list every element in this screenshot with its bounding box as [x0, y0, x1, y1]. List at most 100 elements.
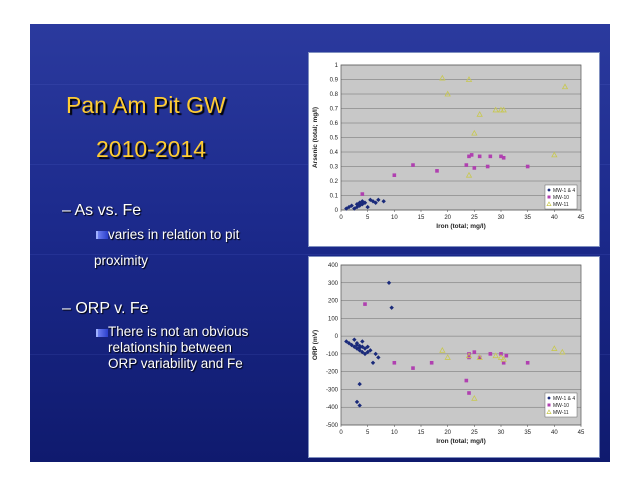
y-tick-label: 100	[328, 316, 339, 322]
x-tick-label: 10	[391, 215, 398, 221]
x-tick-label: 5	[366, 215, 370, 221]
data-point-square	[499, 352, 503, 356]
x-tick-label: 15	[418, 215, 425, 221]
data-point-square	[501, 360, 506, 365]
x-tick-label: 5	[366, 430, 370, 436]
data-point-square	[469, 153, 474, 157]
x-tick-label: 25	[471, 430, 478, 436]
y-tick-label: 0.6	[330, 121, 339, 127]
legend-label: MW-1 & 4	[553, 188, 575, 194]
data-point-triangle	[471, 395, 478, 401]
data-point-diamond	[354, 346, 360, 351]
x-tick-label: 20	[444, 430, 451, 436]
data-point-diamond	[360, 339, 365, 344]
bullet1-sub-line1: varies in relation to pit	[108, 227, 240, 242]
bullet1-sub-line2: proximity	[94, 253, 149, 268]
legend-marker-square	[547, 195, 551, 199]
y-tick-label: 0.3	[330, 165, 339, 171]
data-point-square	[504, 353, 509, 358]
legend-label: MW-11	[553, 410, 569, 416]
data-point-square	[363, 302, 367, 306]
data-point-diamond	[360, 344, 365, 349]
y-tick-label: 0.9	[330, 78, 339, 84]
data-point-triangle	[497, 354, 505, 360]
x-tick-label: 40	[551, 215, 558, 221]
y-tick-label: 0.7	[330, 107, 339, 113]
data-point-diamond	[346, 204, 352, 210]
chart-arsenic-vs-iron: 0 0.1 0.2 0.3 0.4 0.5 0.6 0.7 0.8 0.9 1 0 5 10 15 20 25 3…	[308, 52, 600, 247]
x-tick-label: 0	[339, 215, 343, 221]
y-tick-label: 0.4	[330, 150, 339, 156]
data-point-triangle	[559, 348, 566, 355]
x-tick-label: 25	[471, 215, 478, 221]
data-point-triangle	[439, 74, 446, 81]
data-point-triangle	[471, 129, 478, 136]
legend-marker-triangle	[546, 201, 552, 206]
data-point-square	[501, 156, 506, 160]
bullet-orp-vs-fe: – ORP v. Fe	[62, 300, 149, 317]
data-point-diamond	[357, 200, 362, 205]
x-tick-label: 40	[551, 430, 558, 436]
data-point-triangle	[465, 76, 473, 82]
data-point-triangle	[492, 352, 499, 359]
data-point-diamond	[373, 351, 378, 357]
data-point-square	[467, 154, 471, 159]
data-point-diamond	[376, 355, 381, 360]
data-point-diamond	[362, 346, 368, 351]
data-point-triangle	[444, 354, 451, 360]
data-point-square	[464, 163, 469, 167]
y-tick-label: -400	[326, 405, 339, 411]
legend-label: MW-1 & 4	[553, 396, 575, 402]
data-point-square	[477, 154, 482, 159]
slide-title-line2: 2010-2014	[96, 136, 206, 162]
y-tick-label: -200	[326, 370, 339, 376]
y-tick-label: 200	[328, 299, 339, 305]
data-point-triangle	[551, 151, 558, 158]
data-point-triangle	[444, 90, 451, 97]
data-point-diamond	[362, 200, 368, 205]
data-point-triangle	[561, 83, 569, 90]
legend-label: MW-11	[553, 202, 569, 208]
data-point-square	[488, 154, 493, 159]
data-point-square	[525, 164, 530, 169]
legend-marker-triangle	[546, 409, 552, 414]
data-point-diamond	[349, 203, 354, 208]
y-tick-label: 0.5	[330, 136, 339, 142]
y-tick-label: 0	[335, 334, 339, 340]
data-point-diamond	[368, 348, 373, 353]
legend-label: MW-10	[553, 403, 569, 409]
bullet2-sub-line1: There is not an obvious	[108, 324, 249, 339]
data-point-square	[485, 164, 490, 169]
data-point-triangle	[439, 347, 446, 353]
data-point-diamond	[349, 342, 354, 348]
x-axis-label: Iron (total; mg/l)	[436, 223, 485, 230]
data-point-square	[499, 154, 503, 159]
data-point-diamond	[381, 199, 386, 204]
data-point-diamond	[365, 344, 370, 349]
data-point-square	[411, 163, 415, 167]
data-point-diamond	[370, 360, 376, 365]
bullet-square-icon	[96, 231, 108, 239]
data-point-triangle	[500, 106, 507, 113]
data-point-square	[392, 360, 397, 365]
data-point-diamond	[360, 349, 365, 355]
y-tick-label: 0.2	[330, 179, 339, 185]
data-point-square	[392, 173, 397, 177]
chart-arsenic-svg: 00.10.20.30.40.50.60.70.80.910 5 10 15 20 25 3…	[312, 63, 585, 230]
x-tick-label: 45	[578, 215, 585, 221]
slide-title-line1: Pan Am Pit GW	[66, 92, 226, 118]
legend-label: MW-10	[553, 195, 569, 201]
data-point-diamond	[365, 349, 370, 355]
data-point-diamond	[389, 305, 394, 310]
plot-area	[340, 264, 582, 426]
legend-marker-square	[547, 403, 551, 407]
data-point-square	[411, 366, 415, 370]
x-tick-label: 30	[498, 215, 505, 221]
background-stripe	[30, 254, 610, 255]
data-point-triangle	[465, 171, 473, 178]
y-tick-label: 1	[335, 63, 339, 69]
data-point-triangle	[492, 106, 499, 113]
y-tick-label: 0.8	[330, 92, 339, 98]
data-point-diamond	[344, 339, 349, 344]
data-point-triangle	[465, 352, 473, 359]
